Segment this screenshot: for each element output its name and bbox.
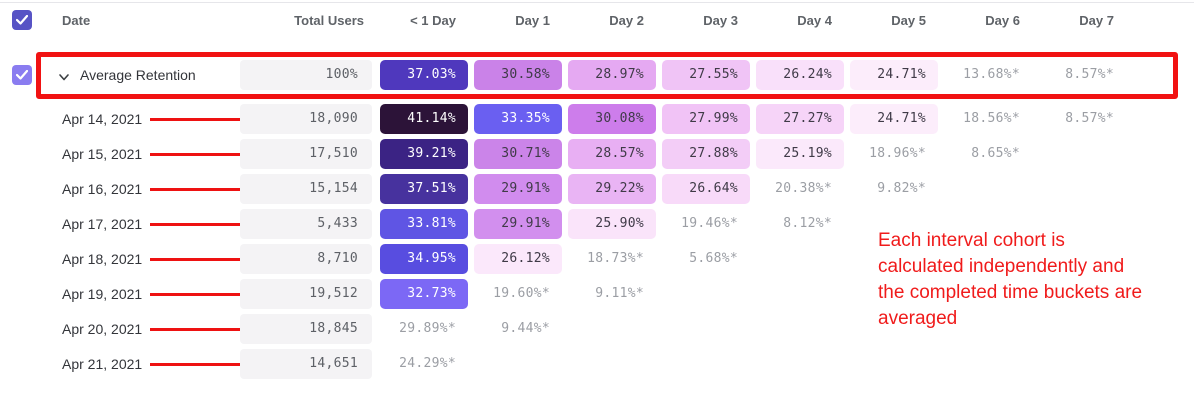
retention-cell--1-day: 32.73%	[380, 279, 468, 309]
retention-cell-day-1: 30.58%	[474, 60, 562, 90]
column-header-date: Date	[62, 13, 91, 28]
retention-cell-day-3: 27.88%	[662, 139, 750, 169]
retention-cell-day-4: 26.24%	[756, 60, 844, 90]
retention-cell-day-6: 8.65%*	[971, 146, 1020, 161]
retention-cell-day-3: 27.99%	[662, 104, 750, 134]
date-label: Apr 15, 2021	[62, 146, 143, 162]
check-icon	[16, 70, 28, 80]
annotation-note-line: Each interval cohort is	[878, 230, 1065, 251]
annotation-note-line: averaged	[878, 308, 958, 329]
total-users-value: 17,510	[240, 139, 372, 169]
retention-cell-day-7: 8.57%*	[1065, 67, 1114, 82]
total-users-value: 8,710	[240, 244, 372, 274]
retention-cell-day-4: 27.27%	[756, 104, 844, 134]
date-label: Apr 18, 2021	[62, 251, 143, 267]
retention-cell--1-day: 41.14%	[380, 104, 468, 134]
total-users-value: 15,154	[240, 174, 372, 204]
column-header-day-1: Day 1	[515, 13, 550, 28]
retention-cell-day-1: 30.71%	[474, 139, 562, 169]
retention-cell-day-2: 25.90%	[568, 209, 656, 239]
retention-cell-day-6: 13.68%*	[963, 67, 1020, 82]
chevron-down-icon[interactable]	[58, 70, 70, 82]
retention-cell-day-7: 8.57%*	[1065, 111, 1114, 126]
check-icon	[16, 15, 28, 25]
retention-cell-day-1: 26.12%	[474, 244, 562, 274]
retention-cell--1-day: 39.21%	[380, 139, 468, 169]
retention-cell--1-day: 34.95%	[380, 244, 468, 274]
retention-cell--1-day: 29.89%*	[399, 321, 456, 336]
retention-cell--1-day: 24.29%*	[399, 356, 456, 371]
total-users-value: 18,845	[240, 314, 372, 344]
annotation-note-line: calculated independently and	[878, 256, 1125, 277]
retention-cell-day-3: 19.46%*	[681, 216, 738, 231]
retention-cell--1-day: 33.81%	[380, 209, 468, 239]
retention-cell-day-2: 30.08%	[568, 104, 656, 134]
retention-cell-day-2: 28.57%	[568, 139, 656, 169]
select-all-checkbox[interactable]	[12, 10, 32, 30]
total-users-value: 100%	[240, 60, 372, 90]
retention-cell-day-1: 29.91%	[474, 174, 562, 204]
retention-cell-day-2: 9.11%*	[595, 286, 644, 301]
retention-cell-day-2: 28.97%	[568, 60, 656, 90]
retention-cell-day-3: 26.64%	[662, 174, 750, 204]
column-header-day-2: Day 2	[609, 13, 644, 28]
retention-cell-day-3: 27.55%	[662, 60, 750, 90]
column-header-day-4: Day 4	[797, 13, 832, 28]
column-header-day-7: Day 7	[1079, 13, 1114, 28]
retention-cell-day-4: 20.38%*	[775, 181, 832, 196]
retention-cell-day-3: 5.68%*	[689, 251, 738, 266]
retention-cell-day-5: 18.96%*	[869, 146, 926, 161]
retention-cell-day-5: 24.71%	[850, 104, 938, 134]
date-label: Apr 19, 2021	[62, 286, 143, 302]
total-users-value: 18,090	[240, 104, 372, 134]
total-users-value: 5,433	[240, 209, 372, 239]
column-header--1-day: < 1 Day	[410, 13, 456, 28]
date-label: Apr 17, 2021	[62, 216, 143, 232]
retention-cell-day-2: 29.22%	[568, 174, 656, 204]
retention-cell-day-4: 25.19%	[756, 139, 844, 169]
table-top-divider	[0, 2, 1194, 3]
retention-cell-day-4: 8.12%*	[783, 216, 832, 231]
date-label: Apr 16, 2021	[62, 181, 143, 197]
total-users-value: 14,651	[240, 349, 372, 379]
column-header-day-5: Day 5	[891, 13, 926, 28]
retention-cell-day-1: 9.44%*	[501, 321, 550, 336]
retention-cell-day-6: 18.56%*	[963, 111, 1020, 126]
date-label: Apr 14, 2021	[62, 111, 143, 127]
date-label: Apr 20, 2021	[62, 321, 143, 337]
average-row-checkbox[interactable]	[12, 65, 32, 85]
total-users-value: 19,512	[240, 279, 372, 309]
retention-cell--1-day: 37.51%	[380, 174, 468, 204]
retention-cell-day-1: 19.60%*	[493, 286, 550, 301]
retention-cell-day-5: 24.71%	[850, 60, 938, 90]
annotation-note-line: the completed time buckets are	[878, 282, 1143, 303]
retention-cell-day-2: 18.73%*	[587, 251, 644, 266]
retention-cell--1-day: 37.03%	[380, 60, 468, 90]
annotation-note: Each interval cohort is calculated indep…	[878, 228, 1190, 332]
retention-cell-day-1: 29.91%	[474, 209, 562, 239]
column-header-day-3: Day 3	[703, 13, 738, 28]
date-label: Apr 21, 2021	[62, 356, 143, 372]
retention-cell-day-5: 9.82%*	[877, 181, 926, 196]
average-retention-label: Average Retention	[80, 67, 196, 83]
retention-cell-day-1: 33.35%	[474, 104, 562, 134]
column-header-day-6: Day 6	[985, 13, 1020, 28]
column-header-total-users: Total Users	[294, 13, 364, 28]
